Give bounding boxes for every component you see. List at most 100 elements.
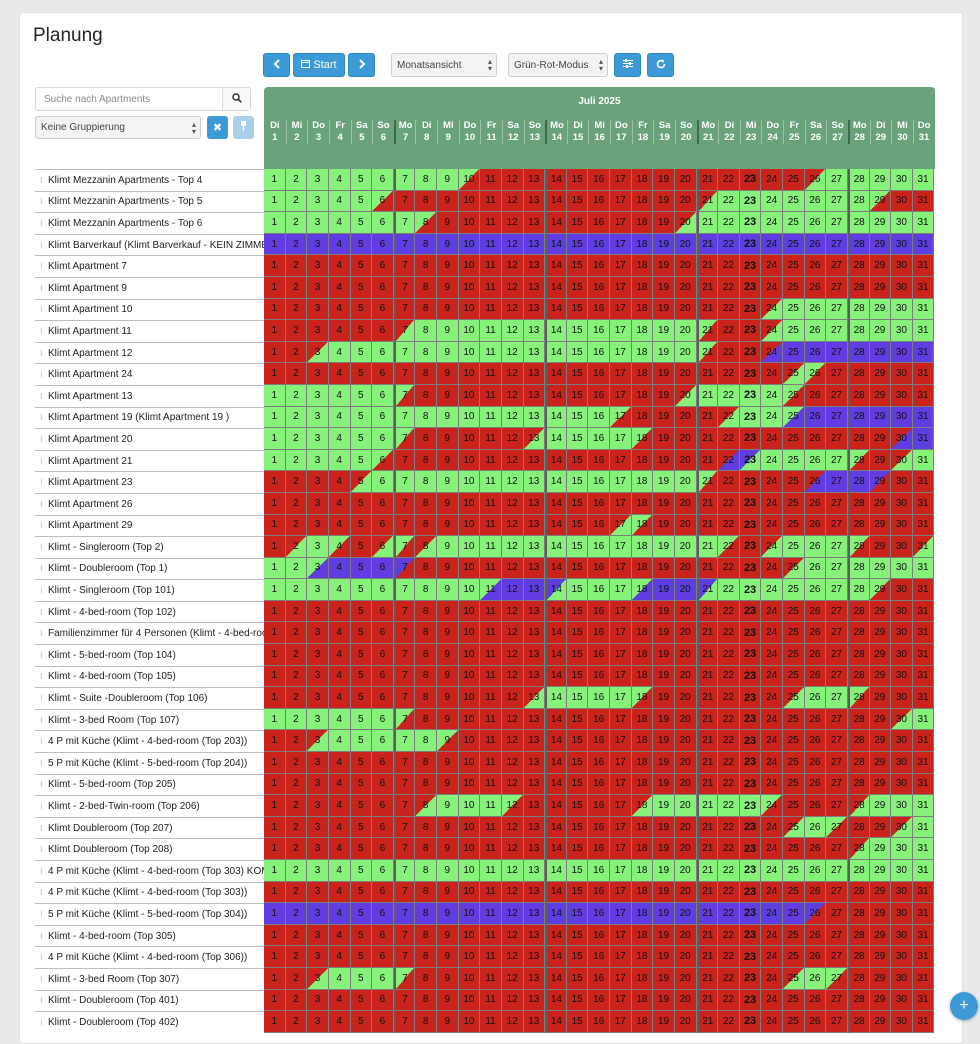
day-cell[interactable]: 3	[307, 665, 329, 688]
day-cell[interactable]: 3	[307, 730, 329, 753]
day-cell[interactable]: 19	[653, 233, 675, 256]
day-cell[interactable]: 27	[826, 622, 848, 645]
day-cell[interactable]: 30	[891, 169, 913, 191]
day-cell[interactable]: 12	[501, 687, 524, 709]
day-cell[interactable]: 28	[847, 384, 870, 407]
day-cell[interactable]: 31	[912, 989, 935, 1012]
day-cell[interactable]: 24	[761, 730, 783, 753]
day-cell[interactable]: 20	[674, 860, 697, 882]
day-cell[interactable]: 17	[610, 989, 632, 1012]
day-cell[interactable]: 1	[264, 838, 286, 860]
day-cell[interactable]: 18	[631, 255, 654, 277]
day-cell[interactable]: 4	[328, 255, 351, 277]
day-cell[interactable]: 21	[696, 989, 719, 1012]
day-cell[interactable]: 5	[350, 255, 373, 277]
day-cell[interactable]: 28	[847, 665, 870, 688]
pin-icon[interactable]: ⌇	[39, 802, 44, 812]
day-cell[interactable]: 6	[372, 298, 394, 321]
day-cell[interactable]: 14	[545, 644, 567, 666]
day-cell[interactable]: 9	[437, 773, 459, 796]
day-cell[interactable]: 20	[674, 320, 697, 342]
day-cell[interactable]: 27	[826, 1011, 848, 1033]
day-cell[interactable]: 20	[674, 644, 697, 666]
day-cell[interactable]: 17	[610, 1011, 632, 1033]
day-cell[interactable]: 4	[328, 860, 351, 882]
day-cell[interactable]: 26	[804, 428, 827, 450]
apartment-row[interactable]: ⌇ Klimt - Singleroom (Top 2)	[35, 536, 264, 558]
day-cell[interactable]: 16	[588, 989, 610, 1012]
day-cell[interactable]: 24	[761, 514, 783, 537]
day-cell[interactable]: 6	[372, 341, 394, 364]
day-cell[interactable]: 18	[631, 341, 654, 364]
day-cell[interactable]: 20	[674, 406, 697, 429]
day-cell[interactable]: 22	[718, 579, 740, 601]
day-cell[interactable]: 12	[501, 730, 524, 753]
day-cell[interactable]: 7	[393, 341, 416, 364]
day-cell[interactable]: 21	[696, 622, 719, 645]
day-cell[interactable]: 26	[804, 190, 827, 213]
day-cell[interactable]: 9	[437, 622, 459, 645]
day-cell[interactable]: 7	[393, 708, 416, 731]
day-cell[interactable]: 8	[415, 816, 437, 839]
day-cell[interactable]: 21	[696, 687, 719, 709]
day-cell[interactable]: 3	[307, 752, 329, 774]
day-cell[interactable]: 23	[739, 687, 762, 709]
day-cell[interactable]: 10	[458, 557, 481, 580]
day-cell[interactable]: 31	[912, 1011, 935, 1033]
day-cell[interactable]: 12	[501, 384, 524, 407]
day-cell[interactable]: 5	[350, 881, 373, 904]
day-cell[interactable]: 10	[458, 600, 481, 623]
day-cell[interactable]: 24	[761, 320, 783, 342]
day-cell[interactable]: 31	[912, 773, 935, 796]
day-cell[interactable]: 20	[674, 903, 697, 925]
day-cell[interactable]: 5	[350, 773, 373, 796]
day-cell[interactable]: 19	[653, 255, 675, 277]
day-cell[interactable]: 31	[912, 536, 935, 558]
day-cell[interactable]: 17	[610, 665, 632, 688]
day-cell[interactable]: 31	[912, 644, 935, 666]
day-cell[interactable]: 17	[610, 903, 632, 925]
day-cell[interactable]: 28	[847, 838, 870, 860]
day-cell[interactable]: 5	[350, 644, 373, 666]
day-cell[interactable]: 18	[631, 406, 654, 429]
day-cell[interactable]: 12	[501, 492, 524, 515]
day-cell[interactable]: 4	[328, 212, 351, 234]
day-cell[interactable]: 21	[696, 384, 719, 407]
day-cell[interactable]: 2	[285, 622, 308, 645]
pin-icon[interactable]: ⌇	[39, 672, 44, 682]
day-cell[interactable]: 26	[804, 1011, 827, 1033]
day-cell[interactable]: 16	[588, 169, 610, 191]
day-cell[interactable]: 3	[307, 600, 329, 623]
day-cell[interactable]: 3	[307, 838, 329, 860]
day-cell[interactable]: 13	[523, 406, 546, 429]
day-cell[interactable]: 22	[718, 557, 740, 580]
day-cell[interactable]: 7	[393, 816, 416, 839]
day-cell[interactable]: 24	[761, 406, 783, 429]
day-cell[interactable]: 9	[437, 190, 459, 213]
day-cell[interactable]: 12	[501, 363, 524, 385]
day-cell[interactable]: 15	[566, 795, 589, 817]
day-cell[interactable]: 19	[653, 190, 675, 213]
day-cell[interactable]: 2	[285, 363, 308, 385]
day-cell[interactable]: 8	[415, 406, 437, 429]
day-cell[interactable]: 16	[588, 276, 610, 299]
day-cell[interactable]: 27	[826, 276, 848, 299]
day-cell[interactable]: 5	[350, 838, 373, 860]
day-cell[interactable]: 2	[285, 449, 308, 472]
day-cell[interactable]: 16	[588, 255, 610, 277]
day-cell[interactable]: 7	[393, 946, 416, 968]
day-cell[interactable]: 26	[804, 341, 827, 364]
day-cell[interactable]: 22	[718, 838, 740, 860]
day-cell[interactable]: 6	[372, 190, 394, 213]
day-cell[interactable]: 22	[718, 471, 740, 493]
day-cell[interactable]: 9	[437, 860, 459, 882]
day-cell[interactable]: 27	[826, 967, 848, 990]
day-cell[interactable]: 12	[501, 320, 524, 342]
apartment-row[interactable]: ⌇ Klimt - 3-bed Room (Top 307)	[35, 967, 264, 990]
day-cell[interactable]: 30	[891, 406, 913, 429]
day-cell[interactable]: 21	[696, 881, 719, 904]
clear-grouping-button[interactable]: ✖	[207, 116, 228, 139]
day-cell[interactable]: 31	[912, 212, 935, 234]
day-cell[interactable]: 31	[912, 492, 935, 515]
apartment-row[interactable]: ⌇ Klimt - 4-bed-room (Top 105)	[35, 665, 264, 688]
